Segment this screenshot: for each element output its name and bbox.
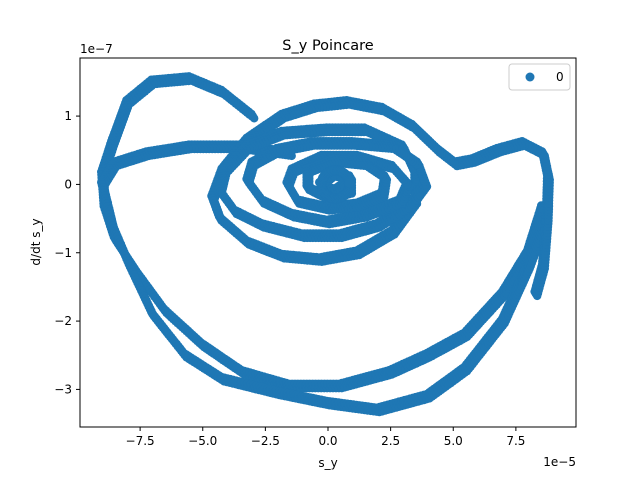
x-tick-label: 5.0 xyxy=(444,434,463,448)
x-tick-label: −7.5 xyxy=(126,434,155,448)
y-tick-label: 0 xyxy=(64,177,72,191)
x-tick-label: 2.5 xyxy=(381,434,400,448)
y-tick-label: −2 xyxy=(54,314,72,328)
x-axis: −7.5 −5.0 −2.5 0.0 2.5 5.0 7.5 xyxy=(126,427,525,448)
y-tick-label: −3 xyxy=(54,382,72,396)
y-axis-label: d/dt s_y xyxy=(29,218,43,265)
scatter-point xyxy=(344,178,355,188)
y-axis-scale-label: 1e−7 xyxy=(80,42,113,56)
x-tick-label: −2.5 xyxy=(251,434,280,448)
legend-entry-label: 0 xyxy=(556,70,564,84)
y-axis: −3 −2 −1 0 1 xyxy=(54,109,80,396)
x-tick-label: 7.5 xyxy=(506,434,525,448)
y-tick-label: 1 xyxy=(64,109,72,123)
legend: 0 xyxy=(508,63,571,91)
x-axis-label: s_y xyxy=(318,456,337,470)
x-axis-scale-label: 1e−5 xyxy=(543,455,576,469)
scatter-series-0 xyxy=(97,72,554,417)
x-tick-label: −5.0 xyxy=(188,434,217,448)
legend-box xyxy=(508,63,571,91)
chart-title: S_y Poincare xyxy=(282,38,373,54)
legend-marker xyxy=(525,72,535,82)
y-tick-label: −1 xyxy=(54,246,72,260)
x-tick-label: 0.0 xyxy=(318,434,337,448)
